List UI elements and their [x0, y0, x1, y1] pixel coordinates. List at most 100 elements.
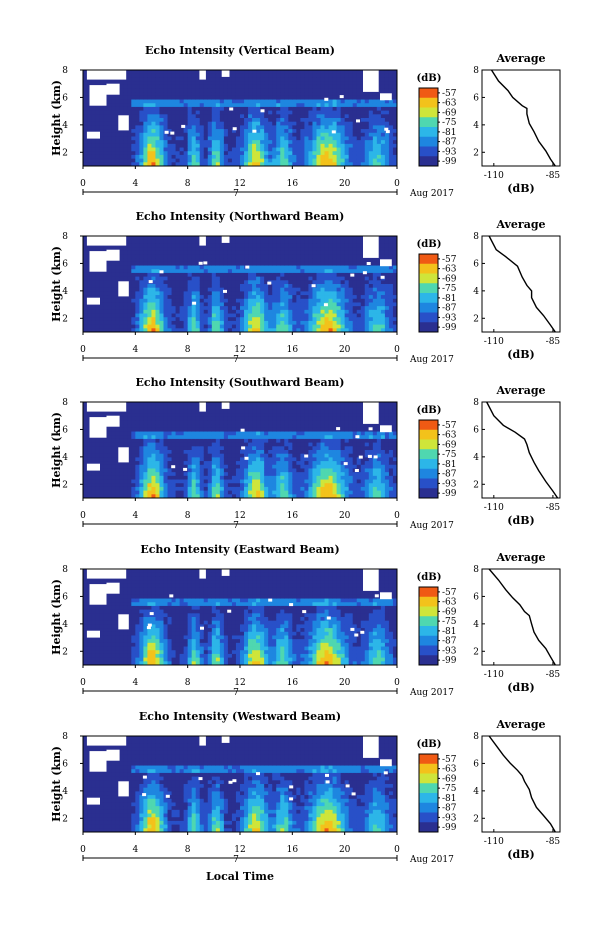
heatmap-cell — [159, 328, 164, 333]
heatmap-cell — [171, 461, 176, 466]
heatmap-cell — [223, 247, 229, 252]
heatmap-cell — [203, 110, 209, 115]
heatmap-cell — [95, 442, 100, 447]
heatmap-cell — [131, 302, 136, 307]
heatmap-cell — [123, 295, 128, 300]
heatmap-cell — [240, 243, 245, 248]
heatmap-cell — [147, 84, 152, 89]
heatmap-cell — [308, 236, 313, 241]
heatmap-cell — [344, 99, 350, 104]
heatmap-cell — [304, 95, 309, 100]
heatmap-cell — [127, 446, 132, 451]
heatmap-cell — [147, 420, 152, 425]
heatmap-cell — [83, 306, 88, 311]
heatmap-cell — [171, 298, 176, 303]
heatmap-cell — [155, 302, 160, 307]
heatmap-cell — [87, 309, 92, 314]
heatmap-cell — [248, 258, 253, 263]
heatmap-cell — [376, 247, 382, 252]
heatmap-cell — [324, 143, 329, 148]
heatmap-cell — [272, 95, 277, 100]
heatmap-cell — [127, 151, 132, 156]
heatmap-cell — [388, 317, 394, 322]
heatmap-cell — [276, 254, 281, 259]
heatmap-cell — [231, 239, 237, 244]
heatmap-cell — [147, 320, 152, 326]
heatmap-cell — [256, 324, 261, 329]
heatmap-cell — [272, 132, 277, 137]
heatmap-cell — [352, 88, 358, 93]
heatmap-cell — [388, 280, 394, 285]
heatmap-cell — [340, 276, 346, 281]
heatmap-cell — [203, 247, 209, 252]
heatmap-cell — [360, 280, 366, 285]
heatmap-cell — [155, 272, 160, 278]
heatmap-cell — [240, 158, 245, 163]
heatmap-cell — [151, 468, 156, 473]
heatmap-cell — [175, 450, 181, 455]
heatmap-cell — [103, 317, 108, 322]
heatmap-cell — [155, 269, 160, 274]
heatmap-cell — [111, 435, 116, 440]
heatmap-cell — [187, 261, 193, 266]
heatmap-cell — [272, 254, 277, 259]
heatmap-cell — [296, 291, 301, 296]
heatmap-cell — [356, 243, 362, 248]
heatmap-cell — [83, 84, 88, 89]
heatmap-cell — [167, 125, 172, 130]
heatmap-cell — [163, 402, 168, 407]
heatmap-cell — [304, 92, 309, 97]
heatmap-cell — [183, 479, 189, 484]
heatmap-cell — [256, 81, 261, 86]
heatmap-cell — [171, 424, 176, 429]
heatmap-cell — [252, 147, 257, 152]
heatmap-cell — [203, 77, 209, 82]
heatmap-cell — [235, 140, 241, 145]
heatmap-cell — [320, 302, 325, 307]
heatmap-cell — [107, 158, 112, 163]
heatmap-cell — [203, 317, 209, 322]
heatmap-cell — [135, 446, 140, 451]
heatmap-cell — [300, 320, 305, 326]
heatmap-cell — [219, 276, 225, 281]
heatmap-cell — [264, 140, 269, 145]
heatmap-cell — [380, 291, 386, 296]
heatmap-cell — [183, 250, 189, 255]
heatmap-cell — [103, 309, 108, 314]
heatmap-cell — [167, 99, 172, 104]
heatmap-cell — [328, 154, 333, 160]
heatmap-cell — [103, 486, 108, 492]
heatmap-cell — [284, 70, 289, 75]
missing-data-block — [106, 249, 120, 261]
heatmap-cell — [280, 70, 285, 75]
heatmap-cell — [139, 243, 144, 248]
heatmap-cell — [119, 99, 124, 104]
heatmap-cell — [316, 236, 321, 241]
heatmap-cell — [264, 258, 269, 263]
heatmap-cell — [175, 475, 181, 480]
heatmap-cell — [139, 121, 144, 126]
heatmap-cell — [131, 461, 136, 466]
heatmap-cell — [127, 420, 132, 425]
heatmap-cell — [183, 427, 189, 432]
heatmap-cell — [211, 276, 217, 281]
heatmap-cell — [332, 110, 338, 115]
heatmap-cell — [344, 272, 350, 278]
heatmap-cell — [316, 280, 321, 285]
heatmap-cell — [107, 287, 112, 292]
heatmap-cell — [155, 99, 160, 104]
heatmap-cell — [163, 420, 168, 425]
heatmap-cell — [139, 287, 144, 292]
heatmap-cell — [296, 73, 301, 78]
heatmap-cell — [260, 269, 265, 274]
heatmap-cell — [171, 250, 176, 255]
heatmap-cell — [352, 269, 358, 274]
heatmap-cell — [296, 151, 301, 156]
heatmap-cell — [223, 258, 229, 263]
heatmap-cell — [264, 291, 269, 296]
heatmap-cell — [219, 151, 225, 156]
heatmap-cell — [111, 132, 116, 137]
heatmap-cell — [356, 92, 362, 97]
heatmap-cell — [91, 118, 96, 123]
heatmap-cell — [264, 158, 269, 163]
